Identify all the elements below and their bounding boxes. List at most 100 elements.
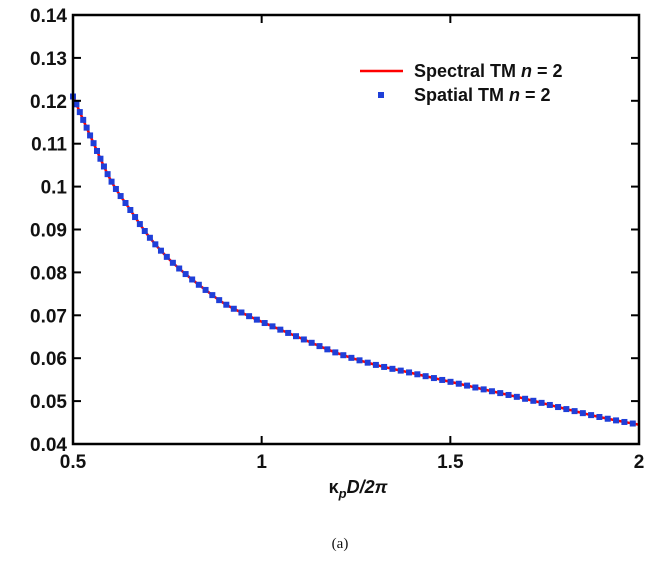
spatial-marker: [230, 305, 237, 312]
spatial-marker: [90, 140, 97, 147]
series-layer: [70, 93, 640, 427]
y-tick-label: 0.06: [30, 349, 67, 370]
spatial-marker: [389, 365, 396, 372]
spatial-marker: [546, 401, 553, 408]
spatial-marker: [538, 399, 545, 406]
spatial-marker: [97, 155, 104, 162]
spatial-marker: [76, 109, 83, 116]
spatial-marker: [117, 193, 124, 200]
spatial-marker: [480, 386, 487, 393]
y-tick-label: 0.12: [30, 92, 67, 113]
y-tick-label: 0.09: [30, 221, 67, 242]
y-tick-label: 0.1: [41, 178, 68, 199]
spatial-marker: [195, 281, 202, 288]
x-tick-label: 1.5: [437, 452, 464, 473]
x-tick-label: 1: [256, 452, 267, 473]
x-axis-label: κpD/2π: [329, 477, 388, 501]
spatial-marker: [513, 393, 520, 400]
spatial-marker: [629, 420, 636, 427]
spatial-marker: [202, 286, 209, 293]
spatial-marker: [571, 408, 578, 415]
spatial-marker: [530, 397, 537, 404]
spatial-marker: [93, 147, 100, 154]
spatial-marker: [300, 336, 307, 343]
spatial-marker: [316, 343, 323, 350]
spatial-marker: [397, 367, 404, 374]
spatial-marker: [223, 301, 230, 308]
spatial-marker: [332, 349, 339, 356]
spatial-marker: [73, 101, 80, 108]
spatial-marker: [439, 376, 446, 383]
spatial-marker: [152, 241, 159, 248]
spatial-marker: [372, 361, 379, 368]
spatial-marker: [157, 247, 164, 254]
spatial-marker: [169, 259, 176, 266]
spatial-marker: [122, 200, 129, 206]
spatial-marker: [293, 333, 299, 340]
spatial-marker: [555, 404, 562, 411]
spatial-marker: [414, 371, 421, 378]
spatial-marker: [596, 413, 603, 420]
spatial-marker: [285, 329, 292, 336]
legend: Spectral TM n = 2 Spatial TM n = 2: [360, 61, 563, 105]
spatial-marker: [253, 316, 260, 323]
y-tick-label: 0.14: [30, 6, 67, 27]
legend-label: Spectral TM n = 2: [414, 61, 563, 81]
spatial-marker: [579, 410, 586, 417]
spatial-marker: [80, 116, 87, 123]
x-tick-label: 2: [634, 452, 645, 473]
spatial-marker: [83, 124, 90, 131]
spatial-marker: [246, 313, 253, 320]
spatial-marker: [464, 382, 471, 389]
spatial-marker: [108, 178, 115, 185]
spatial-marker: [356, 357, 363, 364]
spatial-marker: [146, 234, 153, 241]
spatial-marker: [163, 253, 170, 260]
x-tick-label: 0.5: [60, 452, 87, 473]
spatial-marker: [430, 375, 437, 382]
spatial-marker: [136, 221, 143, 228]
spatial-marker: [189, 276, 196, 283]
y-tick-label: 0.13: [30, 49, 67, 70]
spatial-marker: [340, 352, 347, 359]
y-tick-label: 0.08: [30, 263, 67, 284]
spatial-marker: [104, 171, 111, 178]
spatial-marker: [308, 339, 315, 346]
spectral-line: [71, 96, 640, 426]
ticks-layer: 0.04 0.05 0.06 0.07 0.08 0.09 0.1 0.11 0.12 0.13 0…: [30, 6, 644, 473]
spatial-marker: [588, 412, 595, 419]
figure-caption: (a): [332, 536, 349, 552]
spatial-marker: [472, 384, 479, 391]
spatial-marker: [621, 418, 628, 425]
spatial-marker: [422, 373, 429, 380]
legend-label: Spatial TM n = 2: [414, 85, 551, 105]
series-2: [70, 93, 636, 427]
spatial-marker: [406, 369, 413, 376]
spatial-marker: [613, 417, 620, 424]
spatial-marker: [209, 292, 216, 299]
spatial-marker: [269, 323, 276, 330]
y-tick-label: 0.07: [30, 306, 67, 327]
spatial-marker: [182, 271, 189, 278]
spatial-marker: [488, 388, 495, 395]
spatial-marker: [381, 363, 388, 370]
spatial-marker: [522, 395, 529, 402]
spatial-marker: [127, 206, 134, 213]
y-tick-label: 0.04: [30, 435, 67, 456]
series-1: [71, 96, 640, 426]
spatial-marker: [141, 228, 148, 235]
spatial-marker: [497, 390, 504, 397]
spatial-marker: [238, 309, 245, 316]
legend-marker-symbol: [378, 92, 384, 98]
spatial-marker: [604, 415, 611, 422]
spatial-marker: [364, 359, 371, 366]
spatial-marker: [447, 378, 454, 385]
spatial-marker: [100, 163, 107, 170]
y-tick-label: 0.11: [31, 135, 67, 156]
spatial-marker: [563, 406, 570, 413]
spatial-marker: [112, 185, 119, 192]
spatial-marker: [261, 320, 268, 327]
spatial-marker: [216, 297, 223, 304]
spatial-marker: [132, 214, 139, 221]
